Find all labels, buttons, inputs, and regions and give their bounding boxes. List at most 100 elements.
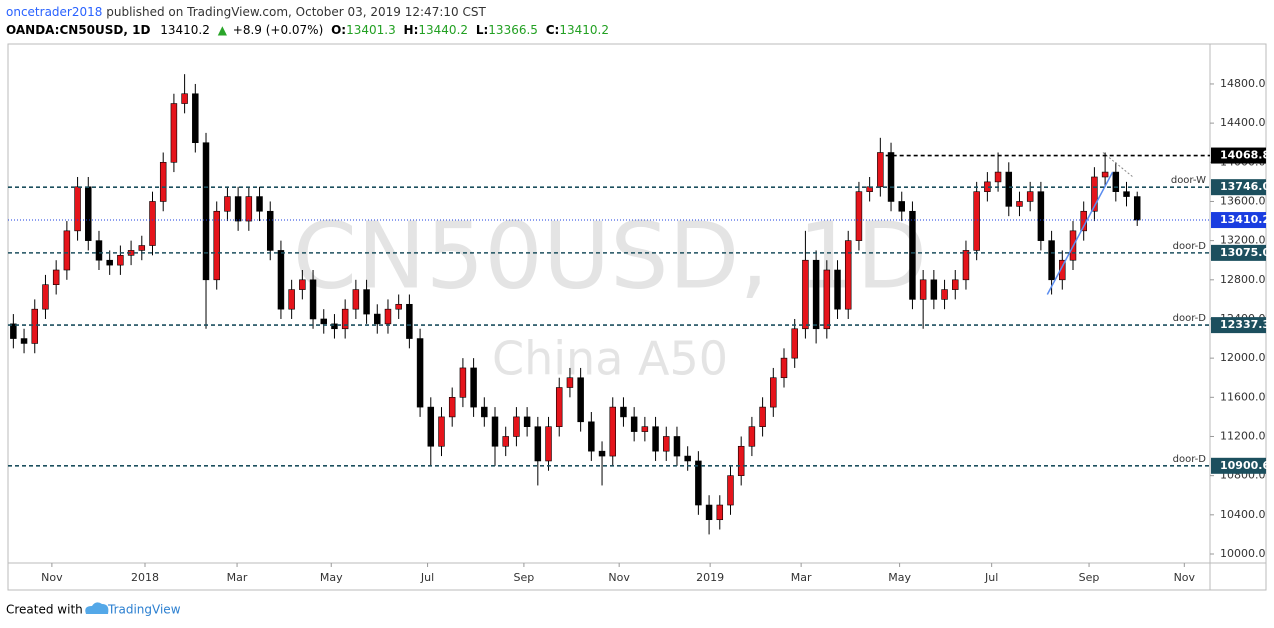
candle-body	[909, 210, 916, 300]
x-tick-label: Mar	[227, 571, 248, 584]
ohlc-value: 13366.5	[488, 23, 538, 37]
candle-body	[802, 259, 809, 330]
candle-body	[598, 450, 606, 457]
candle-body	[149, 201, 156, 246]
candle-body	[877, 152, 884, 188]
x-tick-label: Jul	[984, 571, 998, 584]
y-tick-label: 13200.0	[1220, 234, 1266, 247]
candle-body	[962, 250, 970, 281]
candle-body	[716, 504, 724, 521]
candle-body	[266, 210, 274, 251]
level-price-box	[1211, 317, 1266, 334]
candle-body	[737, 445, 745, 476]
candle-body	[416, 338, 424, 408]
candle-body	[673, 436, 681, 457]
level-price-label: 13746.0	[1220, 180, 1270, 193]
plot: 10000.010400.010800.011200.011600.012000…	[8, 74, 1270, 584]
watermark-symbol: CN50USD, 1D	[293, 202, 928, 309]
footer-text: Created with	[6, 603, 83, 617]
candle-body	[245, 196, 253, 222]
candle-body	[213, 210, 220, 281]
ohlc-label: L:	[476, 23, 488, 37]
x-tick-label: 2019	[696, 571, 724, 584]
candle-body	[374, 313, 381, 325]
candle-body	[555, 387, 563, 427]
ohlc-label: H:	[404, 23, 419, 37]
candle-body	[192, 93, 199, 144]
candle-body	[277, 250, 285, 310]
candle-body	[52, 269, 60, 285]
last-price: 13410.2	[160, 23, 210, 37]
candle-body	[159, 161, 167, 202]
level-price-label: 13075.0	[1220, 246, 1270, 259]
candle-body	[341, 308, 349, 330]
y-tick-label: 12000.0	[1220, 351, 1266, 364]
candle-body	[545, 426, 552, 462]
candle-body	[438, 416, 445, 447]
candle-body	[256, 196, 263, 212]
ohlc-label: O:	[331, 23, 346, 37]
candle-body	[630, 416, 638, 432]
level-price-label: 10900.6	[1220, 459, 1270, 472]
candle-body	[288, 289, 295, 310]
candle-body	[844, 240, 852, 310]
candle-body	[31, 308, 39, 344]
candle-body	[641, 426, 649, 432]
x-tick-label: May	[888, 571, 911, 584]
candle-body	[791, 328, 798, 359]
y-tick-label: 10400.0	[1220, 508, 1266, 521]
level-price-box	[1211, 147, 1266, 164]
candle-body	[352, 289, 360, 310]
candle-body	[1005, 171, 1013, 207]
candle-body	[609, 406, 616, 457]
candle-body	[1101, 171, 1109, 178]
level-price-label: 12337.3	[1220, 318, 1270, 331]
candle-body	[812, 259, 820, 330]
ohlc-value: 13401.3	[346, 23, 396, 37]
symbol: OANDA:CN50USD, 1D	[6, 23, 150, 37]
candle-body	[427, 406, 435, 447]
y-tick-label: 10000.0	[1220, 547, 1266, 560]
level-price-label: 14068.8	[1220, 149, 1270, 162]
candle-body	[234, 196, 242, 222]
level-name: door-D	[1173, 241, 1207, 252]
candle-body	[663, 436, 670, 452]
trend-line	[1046, 171, 1114, 295]
candle-body	[1016, 201, 1023, 207]
candle-body	[224, 196, 231, 212]
symbol-line: OANDA:CN50USD, 1D 13410.2 ▲ +8.9 (+0.07%…	[6, 23, 609, 37]
footer-brand[interactable]: TradingView	[107, 603, 181, 617]
candle-body	[10, 323, 17, 339]
candle-body	[181, 93, 188, 104]
candle-body	[898, 201, 905, 212]
level-price-box	[1211, 212, 1266, 229]
candle-body	[855, 191, 863, 241]
candle-body	[523, 416, 531, 427]
candle-body	[748, 426, 756, 447]
x-tick-label: 2018	[131, 571, 159, 584]
tradingview-logo	[85, 602, 109, 614]
candle-body	[919, 279, 927, 300]
candle-body	[652, 426, 659, 452]
candle-body	[384, 308, 392, 325]
candle-body	[406, 303, 413, 339]
up-arrow: ▲	[218, 23, 228, 37]
candle-body	[170, 103, 178, 163]
level-price-box	[1211, 244, 1266, 261]
level-name: door-D	[1173, 454, 1207, 465]
author[interactable]: oncetrader2018	[6, 5, 102, 19]
x-tick-label: May	[320, 571, 343, 584]
candle-body	[1091, 176, 1098, 212]
candle-body	[513, 416, 520, 437]
candle-body	[887, 152, 895, 202]
candle-body	[331, 323, 338, 330]
trend-line	[1102, 152, 1134, 178]
candle-body	[759, 406, 766, 427]
candle-body	[20, 338, 28, 344]
change: +8.9 (+0.07%)	[233, 23, 324, 37]
candle-body	[363, 289, 370, 315]
candle-body	[930, 279, 938, 300]
candle-body	[491, 416, 499, 447]
